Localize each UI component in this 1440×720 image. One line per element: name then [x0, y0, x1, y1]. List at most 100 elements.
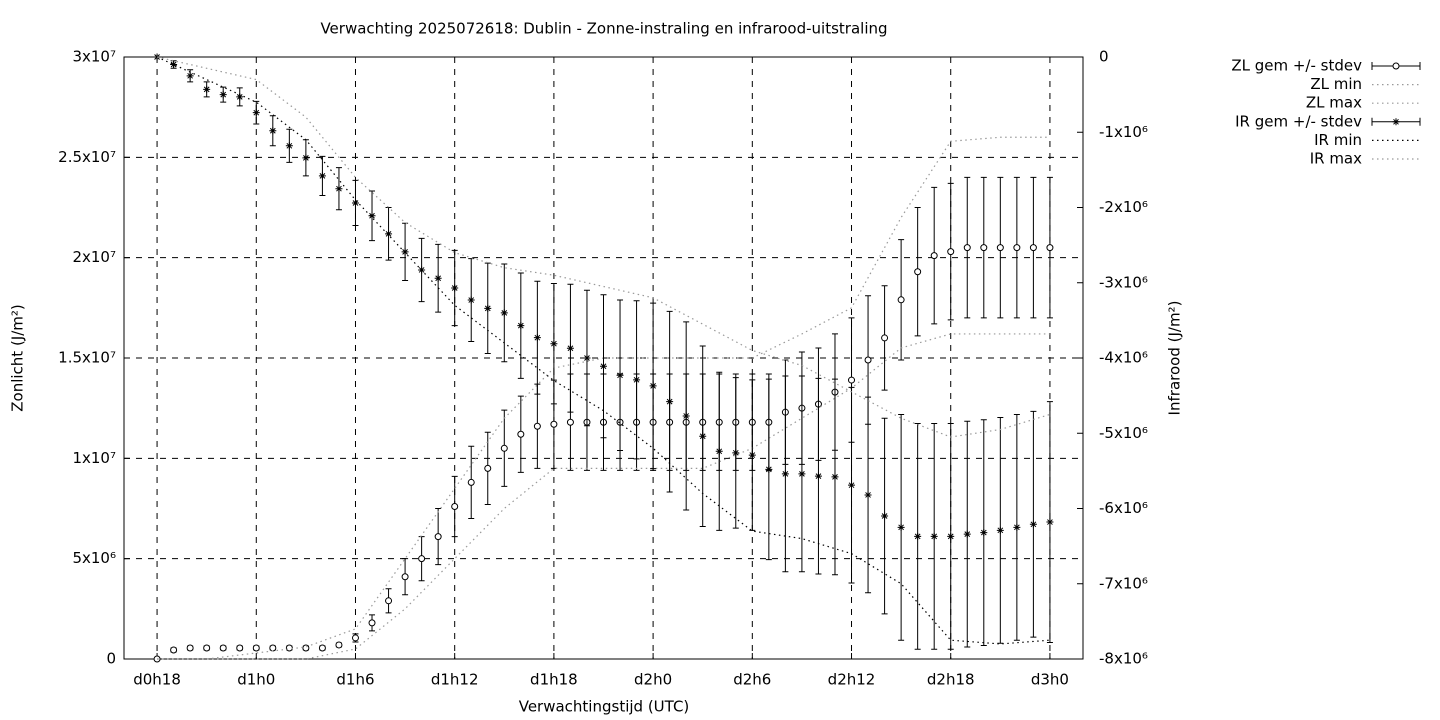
- point: [203, 85, 211, 93]
- legend-label: IR gem +/- stdev: [1235, 112, 1362, 130]
- point: [848, 481, 856, 489]
- point: [368, 212, 376, 220]
- point: [798, 470, 806, 478]
- point: [963, 530, 971, 538]
- point: [236, 644, 244, 652]
- point: [318, 172, 326, 180]
- y2-tick-label: -6x10⁶: [1099, 499, 1148, 517]
- point: [170, 646, 178, 654]
- point: [897, 296, 905, 304]
- point: [583, 354, 591, 362]
- point: [1046, 244, 1054, 252]
- x-tick-label: d3h0: [1031, 671, 1069, 689]
- point: [963, 244, 971, 252]
- point: [335, 185, 343, 193]
- point: [451, 284, 459, 292]
- point: [302, 644, 310, 652]
- point: [980, 529, 988, 537]
- point: [1013, 244, 1021, 252]
- point: [566, 344, 574, 352]
- legend-label: ZL max: [1306, 94, 1362, 112]
- point: [318, 644, 326, 652]
- legend-marker: [1392, 118, 1400, 126]
- y-tick-label: 1x10⁷: [72, 449, 116, 467]
- point: [236, 93, 244, 101]
- point: [715, 447, 723, 455]
- point: [930, 532, 938, 540]
- point: [914, 268, 922, 276]
- y-tick-label: 2x10⁷: [72, 248, 116, 266]
- point: [170, 61, 178, 69]
- point: [881, 334, 889, 342]
- point: [914, 532, 922, 540]
- point: [252, 644, 260, 652]
- point: [269, 644, 277, 652]
- y2-tick-label: -8x10⁶: [1099, 650, 1148, 668]
- point: [401, 573, 409, 581]
- y2-axis-label: Infrarood (J/m²): [1166, 301, 1184, 416]
- y2-tick-label: 0: [1099, 48, 1109, 66]
- point: [500, 309, 508, 317]
- y-tick-label: 0: [106, 650, 116, 668]
- y-tick-label: 5x10⁶: [72, 549, 116, 567]
- point: [748, 451, 756, 459]
- y2-tick-label: -4x10⁶: [1099, 349, 1148, 367]
- point: [351, 199, 359, 207]
- x-tick-label: d2h12: [828, 671, 876, 689]
- point: [533, 422, 541, 430]
- point: [765, 465, 773, 473]
- point: [947, 248, 955, 256]
- point: [600, 362, 607, 370]
- point: [186, 72, 194, 80]
- point: [1029, 520, 1037, 528]
- point: [682, 412, 690, 420]
- envelope-line: [156, 56, 1050, 645]
- point: [980, 244, 988, 252]
- point: [451, 502, 459, 510]
- point: [385, 597, 393, 605]
- point: [814, 472, 822, 480]
- point: [186, 644, 194, 652]
- point: [368, 619, 376, 627]
- x-tick-label: d1h18: [530, 671, 578, 689]
- point: [269, 127, 277, 135]
- point: [484, 304, 492, 312]
- point: [649, 382, 657, 390]
- legend-label: ZL gem +/- stdev: [1231, 57, 1362, 75]
- x-tick-label: d2h0: [634, 671, 672, 689]
- point: [351, 634, 359, 642]
- point: [484, 464, 492, 472]
- point: [996, 526, 1004, 534]
- point: [897, 523, 905, 531]
- point: [864, 356, 872, 364]
- point: [550, 340, 558, 348]
- point: [1013, 523, 1021, 531]
- point: [550, 420, 558, 428]
- point: [285, 644, 293, 652]
- point: [666, 398, 674, 406]
- x-tick-label: d1h0: [237, 671, 275, 689]
- point: [633, 376, 641, 384]
- point: [881, 512, 889, 520]
- x-tick-label: d1h12: [431, 671, 479, 689]
- point: [732, 449, 740, 457]
- point: [335, 641, 343, 649]
- point: [781, 470, 789, 478]
- y-axis-label: Zonlicht (J/m²): [9, 304, 27, 412]
- x-tick-label: d2h18: [927, 671, 975, 689]
- point: [616, 371, 624, 379]
- y2-tick-label: -1x10⁶: [1099, 123, 1148, 141]
- point: [434, 274, 442, 282]
- point: [219, 644, 227, 652]
- point: [252, 109, 260, 117]
- point: [996, 244, 1004, 252]
- point: [1029, 244, 1037, 252]
- point: [203, 644, 211, 652]
- y2-tick-label: -5x10⁶: [1099, 424, 1148, 442]
- point: [434, 533, 442, 541]
- point: [500, 444, 508, 452]
- legend-label: IR min: [1314, 131, 1362, 149]
- point: [467, 478, 475, 486]
